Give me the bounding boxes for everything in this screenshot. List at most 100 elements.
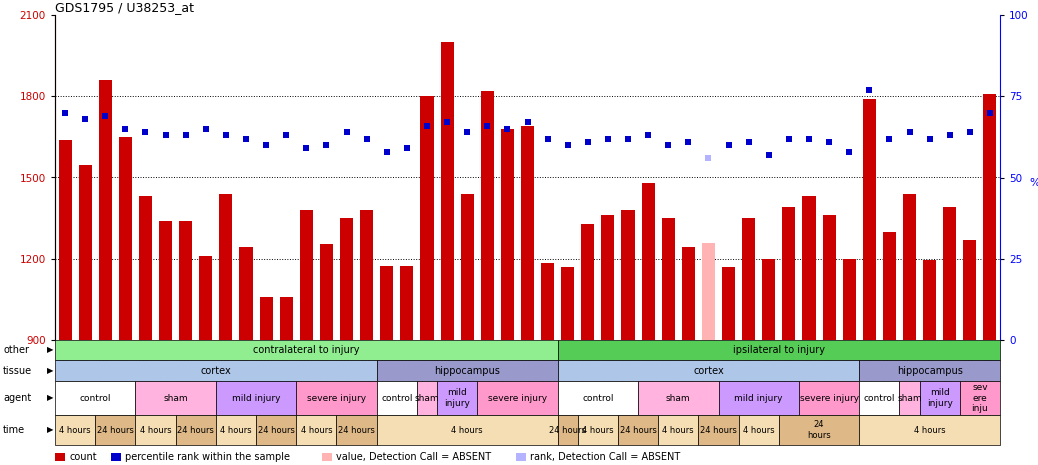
Bar <box>742 218 756 340</box>
Bar <box>622 210 634 340</box>
Text: control: control <box>864 393 895 403</box>
Text: ▶: ▶ <box>47 393 53 403</box>
Text: ipsilateral to injury: ipsilateral to injury <box>733 345 825 355</box>
Text: mild injury: mild injury <box>231 393 280 403</box>
Bar <box>822 215 836 340</box>
Bar <box>581 224 595 340</box>
Text: 24 hours: 24 hours <box>257 425 295 434</box>
Bar <box>501 129 514 340</box>
Bar <box>601 215 614 340</box>
Text: other: other <box>3 345 29 355</box>
Bar <box>682 246 694 340</box>
Text: severe injury: severe injury <box>799 393 858 403</box>
Bar <box>562 267 574 340</box>
Bar <box>923 260 936 340</box>
Text: cortex: cortex <box>693 365 723 376</box>
Text: 4 hours: 4 hours <box>220 425 252 434</box>
Text: control: control <box>381 393 412 403</box>
Bar <box>99 80 112 340</box>
Bar <box>58 140 72 340</box>
Bar <box>641 183 655 340</box>
Text: sev
ere
inju: sev ere inju <box>972 383 988 413</box>
Text: 24
hours: 24 hours <box>808 420 830 440</box>
Bar <box>843 259 855 340</box>
Text: ▶: ▶ <box>47 345 53 354</box>
Text: sham: sham <box>666 393 690 403</box>
Bar <box>461 194 473 340</box>
Bar <box>279 297 293 340</box>
Bar <box>79 166 91 340</box>
Text: cortex: cortex <box>200 365 231 376</box>
Text: rank, Detection Call = ABSENT: rank, Detection Call = ABSENT <box>530 452 680 462</box>
Text: count: count <box>69 452 97 462</box>
Text: 4 hours: 4 hours <box>140 425 171 434</box>
Text: control: control <box>582 393 613 403</box>
Bar <box>983 93 996 340</box>
Bar <box>240 246 252 340</box>
Bar <box>481 91 494 340</box>
Text: 4 hours: 4 hours <box>59 425 91 434</box>
Bar <box>762 259 775 340</box>
Text: control: control <box>80 393 111 403</box>
Bar <box>260 297 273 340</box>
Text: 4 hours: 4 hours <box>743 425 774 434</box>
Bar <box>963 240 977 340</box>
Bar <box>199 256 213 340</box>
Text: 24 hours: 24 hours <box>620 425 656 434</box>
Bar <box>903 194 917 340</box>
Bar <box>883 232 896 340</box>
Text: ▶: ▶ <box>47 366 53 375</box>
Text: contralateral to injury: contralateral to injury <box>253 345 359 355</box>
Bar <box>219 194 233 340</box>
Bar <box>300 210 312 340</box>
Text: agent: agent <box>3 393 31 403</box>
Text: 4 hours: 4 hours <box>662 425 694 434</box>
Bar <box>702 243 715 340</box>
Text: mild
injury: mild injury <box>444 388 470 408</box>
Text: time: time <box>3 425 25 435</box>
Text: 4 hours: 4 hours <box>301 425 332 434</box>
Text: sham: sham <box>414 393 439 403</box>
Bar <box>521 126 534 340</box>
Bar <box>159 221 172 340</box>
Bar <box>440 42 454 340</box>
Bar <box>360 210 374 340</box>
Text: hippocampus: hippocampus <box>434 365 500 376</box>
Bar <box>380 266 393 340</box>
Bar <box>722 267 735 340</box>
Text: ▶: ▶ <box>47 425 53 434</box>
Bar <box>783 207 795 340</box>
Bar <box>139 196 152 340</box>
Text: sham: sham <box>163 393 188 403</box>
Text: 24 hours: 24 hours <box>97 425 134 434</box>
Text: 4 hours: 4 hours <box>913 425 946 434</box>
Y-axis label: %: % <box>1029 178 1038 187</box>
Bar <box>340 218 353 340</box>
Bar <box>180 221 192 340</box>
Bar <box>420 96 434 340</box>
Bar <box>118 137 132 340</box>
Bar <box>802 196 816 340</box>
Bar <box>541 263 554 340</box>
Text: 4 hours: 4 hours <box>452 425 483 434</box>
Bar <box>863 99 876 340</box>
Text: 24 hours: 24 hours <box>549 425 586 434</box>
Text: mild
injury: mild injury <box>927 388 953 408</box>
Text: percentile rank within the sample: percentile rank within the sample <box>126 452 291 462</box>
Text: severe injury: severe injury <box>488 393 547 403</box>
Bar <box>661 218 675 340</box>
Text: sham: sham <box>897 393 922 403</box>
Text: 24 hours: 24 hours <box>177 425 214 434</box>
Text: 24 hours: 24 hours <box>338 425 375 434</box>
Text: 4 hours: 4 hours <box>582 425 613 434</box>
Text: 24 hours: 24 hours <box>700 425 737 434</box>
Bar <box>401 266 413 340</box>
Text: value, Detection Call = ABSENT: value, Detection Call = ABSENT <box>336 452 491 462</box>
Text: tissue: tissue <box>3 365 32 376</box>
Text: hippocampus: hippocampus <box>897 365 962 376</box>
Text: severe injury: severe injury <box>307 393 366 403</box>
Bar <box>944 207 956 340</box>
Bar <box>320 244 333 340</box>
Text: GDS1795 / U38253_at: GDS1795 / U38253_at <box>55 1 194 14</box>
Text: mild injury: mild injury <box>735 393 783 403</box>
